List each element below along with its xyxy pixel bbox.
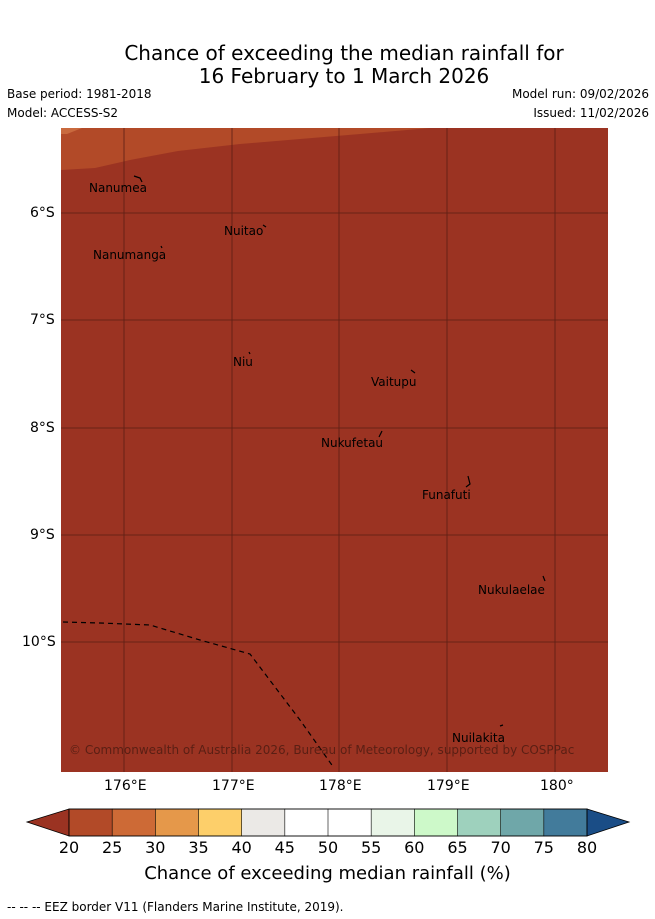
chart-title-line2: 16 February to 1 March 2026 <box>198 64 490 88</box>
copyright-notice: © Commonwealth of Australia 2026, Bureau… <box>69 743 574 757</box>
colorbar-segment <box>284 808 329 837</box>
colorbar-tick-label: 45 <box>274 838 295 857</box>
drier-corner-area <box>61 128 82 134</box>
island-shape-nanumanga <box>160 245 163 249</box>
lat-label-10s: 10°S <box>22 634 56 650</box>
colorbar-segment <box>198 808 243 837</box>
colorbar-tick-label: 30 <box>145 838 166 857</box>
colorbar <box>25 808 631 837</box>
island-label-nukufetau: Nukufetau <box>321 436 383 450</box>
colorbar-tick-label: 40 <box>231 838 252 857</box>
map-panel: Nanumea Nuitao Nanumanga Niu Vaitupu Nuk… <box>61 128 608 772</box>
colorbar-segment <box>457 808 502 837</box>
island-shape-nukufetau <box>378 430 383 438</box>
colorbar-tick-label: 75 <box>533 838 554 857</box>
colorbar-segment <box>241 808 286 837</box>
colorbar-frame <box>68 808 588 837</box>
island-label-niu: Niu <box>233 355 253 369</box>
lat-label-8s: 8°S <box>30 420 55 436</box>
model-name: Model: ACCESS-S2 <box>7 106 119 120</box>
colorbar-tick-label: 50 <box>317 838 339 857</box>
island-label-nuilakita: Nuilakita <box>452 731 505 745</box>
island-shape-vaitupu <box>410 369 416 374</box>
colorbar-segment <box>155 808 200 837</box>
lon-label-177e: 177°E <box>212 778 255 794</box>
lon-label-179e: 179°E <box>427 778 470 794</box>
island-label-nuitao: Nuitao <box>224 224 263 238</box>
base-period: Base period: 1981-2018 <box>7 87 152 101</box>
colorbar-segment <box>414 808 459 837</box>
colorbar-over-arrow <box>586 808 631 837</box>
chart-title-line1: Chance of exceeding the median rainfall … <box>124 41 564 65</box>
colorbar-tick-label: 25 <box>102 838 123 857</box>
colorbar-under-arrow <box>25 808 70 837</box>
island-shape-funafuti <box>465 475 471 488</box>
island-shape-nanumea <box>133 175 143 183</box>
island-shapes <box>133 175 546 727</box>
lat-label-7s: 7°S <box>30 312 55 328</box>
drier-band-area <box>61 128 430 170</box>
eez-border-line <box>62 621 335 769</box>
colorbar-tick-label: 20 <box>58 838 80 857</box>
model-run: Model run: 09/02/2026 <box>511 87 649 101</box>
island-shape-nuilakita <box>499 724 504 727</box>
lat-label-9s: 9°S <box>30 527 55 543</box>
colorbar-segments <box>68 808 588 837</box>
map-background <box>61 128 608 772</box>
island-label-vaitupu: Vaitupu <box>371 375 417 389</box>
colorbar-tick-label: 55 <box>361 838 382 857</box>
colorbar-segment <box>543 808 588 837</box>
island-shape-nuitao <box>262 224 267 228</box>
lat-label-6s: 6°S <box>30 205 55 221</box>
colorbar-tick-label: 60 <box>404 838 425 857</box>
colorbar-segment <box>68 808 113 837</box>
lon-label-180: 180° <box>540 778 574 794</box>
colorbar-segment <box>111 808 156 837</box>
island-label-nukulaelae: Nukulaelae <box>478 583 545 597</box>
issued-date: Issued: 11/02/2026 <box>533 106 649 120</box>
colorbar-tick-label: 80 <box>576 838 598 857</box>
island-label-nanumanga: Nanumanga <box>93 248 166 262</box>
island-label-nanumea: Nanumea <box>89 181 147 195</box>
grid-lines <box>61 128 608 772</box>
colorbar-segment <box>370 808 415 837</box>
lon-label-178e: 178°E <box>319 778 362 794</box>
eez-footnote: -- -- -- EEZ border V11 (Flanders Marine… <box>7 900 344 914</box>
colorbar-segment <box>500 808 545 837</box>
lon-label-176e: 176°E <box>104 778 147 794</box>
colorbar-tick-label: 70 <box>490 838 511 857</box>
island-shape-nukulaelae <box>542 575 546 582</box>
island-label-funafuti: Funafuti <box>422 488 471 502</box>
colorbar-segment <box>327 808 372 837</box>
colorbar-tick-label: 65 <box>447 838 468 857</box>
colorbar-tick-label: 35 <box>188 838 209 857</box>
island-shape-niu <box>248 351 251 355</box>
colorbar-title: Chance of exceeding median rainfall (%) <box>144 863 511 884</box>
island-labels: Nanumea Nuitao Nanumanga Niu Vaitupu Nuk… <box>89 181 545 745</box>
